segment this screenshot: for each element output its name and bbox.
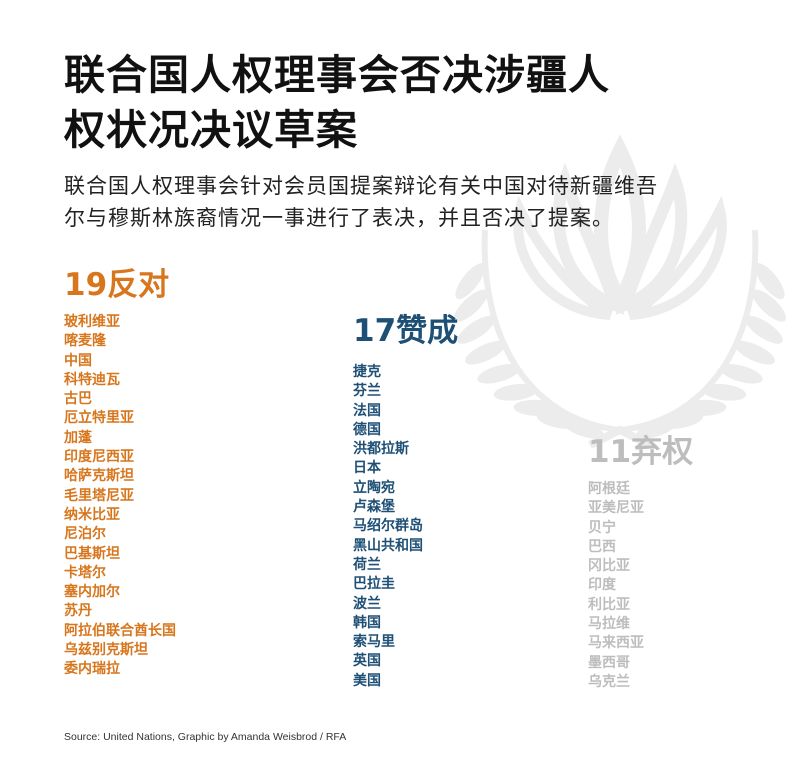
country-item: 荷兰 <box>353 556 381 573</box>
country-item: 立陶宛 <box>353 479 395 496</box>
country-item: 玻利维亚 <box>64 314 120 330</box>
country-item: 利比亚 <box>588 596 630 613</box>
country-item: 索马里 <box>353 634 395 651</box>
emblem-leaf <box>720 364 763 384</box>
country-item: 马绍尔群岛 <box>353 518 423 535</box>
country-item: 韩国 <box>353 614 381 631</box>
country-item: 卡塔尔 <box>64 564 106 581</box>
member-list: 捷克芬兰法国德国洪都拉斯日本立陶宛卢森堡马绍尔群岛黑山共和国荷兰巴拉圭波兰韩国索… <box>353 363 458 691</box>
member-list: 玻利维亚喀麦隆中国科特迪瓦古巴厄立特里亚加蓬印度尼西亚哈萨克斯坦毛里塔尼亚纳米比… <box>64 313 176 680</box>
country-item: 塞内加尔 <box>64 584 120 601</box>
emblem-leaf <box>682 399 727 416</box>
country-item: 卢森堡 <box>353 499 395 516</box>
emblem-leaf <box>536 410 580 429</box>
title-line-1: 联合国人权理事会否决涉疆人 <box>64 51 610 99</box>
country-item: 古巴 <box>64 391 92 408</box>
country-item: 美国 <box>353 672 381 689</box>
country-item: 德国 <box>353 421 381 438</box>
emblem-leaf <box>455 263 486 300</box>
emblem-leaf <box>734 340 775 365</box>
group-heading: 17赞成 <box>353 313 459 349</box>
un-emblem-watermark <box>453 134 787 449</box>
country-item: 法国 <box>353 402 381 419</box>
source-note: Source: United Nations, Graphic by Amand… <box>64 731 347 743</box>
country-item: 纳米比亚 <box>64 506 120 523</box>
country-item: 波兰 <box>353 595 381 612</box>
subtitle-line-1: 联合国人权理事会针对会员国提案辩论有关中国对待新疆维吾 <box>64 174 658 198</box>
country-item: 巴拉圭 <box>353 576 395 593</box>
emblem-flame <box>594 134 646 314</box>
country-item: 巴基斯坦 <box>64 545 120 562</box>
country-item: 墨西哥 <box>588 654 630 671</box>
emblem-flame <box>627 195 727 320</box>
country-item: 印度 <box>588 577 616 594</box>
country-item: 亚美尼亚 <box>588 500 644 517</box>
country-item: 厄立特里亚 <box>64 410 134 427</box>
emblem-leaf <box>702 383 747 401</box>
emblem-leaf <box>453 289 488 322</box>
country-item: 贝宁 <box>588 519 616 536</box>
country-item: 加蓬 <box>64 429 92 446</box>
country-item: 洪都拉斯 <box>353 441 409 458</box>
country-item: 乌兹别克斯坦 <box>64 642 148 659</box>
member-list: 阿根廷亚美尼亚贝宁巴西冈比亚印度利比亚马拉维马来西亚墨西哥乌克兰 <box>588 480 693 692</box>
group-against: 19反对 玻利维亚喀麦隆中国科特迪瓦古巴厄立特里亚加蓬印度尼西亚哈萨克斯坦毛里塔… <box>64 265 176 680</box>
emblem-leaf <box>660 410 704 429</box>
country-item: 印度尼西亚 <box>64 449 134 466</box>
country-item: 马来西亚 <box>588 635 644 652</box>
emblem-flame <box>615 162 688 315</box>
emblem-leaf <box>513 399 558 416</box>
title-line-2: 权状况决议草案 <box>64 106 358 154</box>
emblem-leaf <box>477 364 520 384</box>
country-item: 中国 <box>64 352 92 369</box>
group-abstain: 11弃权 阿根廷亚美尼亚贝宁巴西冈比亚印度利比亚马拉维马来西亚墨西哥乌克兰 <box>588 432 693 692</box>
emblem-flame <box>552 162 625 315</box>
emblem-leaf <box>465 340 506 365</box>
country-item: 巴西 <box>588 538 616 555</box>
country-item: 英国 <box>353 653 381 670</box>
country-item: 乌克兰 <box>588 673 630 690</box>
country-item: 阿根廷 <box>588 481 630 497</box>
country-item: 捷克 <box>353 364 381 380</box>
emblem-leaf <box>745 315 783 344</box>
group-heading: 19反对 <box>64 267 170 303</box>
emblem-leaf <box>493 383 538 401</box>
group-heading: 11弃权 <box>588 434 694 470</box>
page-title: 联合国人权理事会否决涉疆人 权状况决议草案 <box>64 48 610 158</box>
emblem-ribbon <box>588 425 652 449</box>
country-item: 马拉维 <box>588 616 630 633</box>
country-item: 毛里塔尼亚 <box>64 487 134 504</box>
subtitle: 联合国人权理事会针对会员国提案辩论有关中国对待新疆维吾 尔与穆斯林族裔情况一事进… <box>64 170 764 234</box>
emblem-leaf <box>754 263 785 300</box>
emblem-flame <box>513 195 613 320</box>
country-item: 阿拉伯联合酋长国 <box>64 622 176 639</box>
country-item: 日本 <box>353 460 381 477</box>
group-in-favor: 17赞成 捷克芬兰法国德国洪都拉斯日本立陶宛卢森堡马绍尔群岛黑山共和国荷兰巴拉圭… <box>353 311 458 691</box>
emblem-leaf <box>752 289 787 322</box>
subtitle-line-2: 尔与穆斯林族裔情况一事进行了表决，并且否决了提案。 <box>64 206 614 230</box>
country-item: 苏丹 <box>64 603 92 620</box>
country-item: 喀麦隆 <box>64 333 106 350</box>
emblem-leaf <box>457 315 495 344</box>
country-item: 芬兰 <box>353 383 381 400</box>
country-item: 黑山共和国 <box>353 537 423 554</box>
country-item: 冈比亚 <box>588 558 630 575</box>
country-item: 尼泊尔 <box>64 526 106 543</box>
country-item: 委内瑞拉 <box>64 661 120 678</box>
country-item: 科特迪瓦 <box>64 371 120 388</box>
country-item: 哈萨克斯坦 <box>64 468 134 485</box>
